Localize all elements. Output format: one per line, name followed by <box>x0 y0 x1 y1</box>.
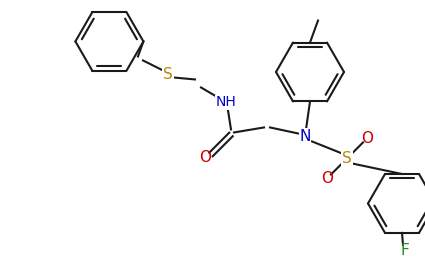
Text: S: S <box>342 151 352 166</box>
Text: O: O <box>361 131 373 146</box>
Text: O: O <box>199 150 211 165</box>
Text: S: S <box>163 67 173 82</box>
Text: O: O <box>321 171 333 186</box>
Text: NH: NH <box>215 95 236 109</box>
Text: F: F <box>401 243 409 258</box>
Text: N: N <box>299 129 311 144</box>
